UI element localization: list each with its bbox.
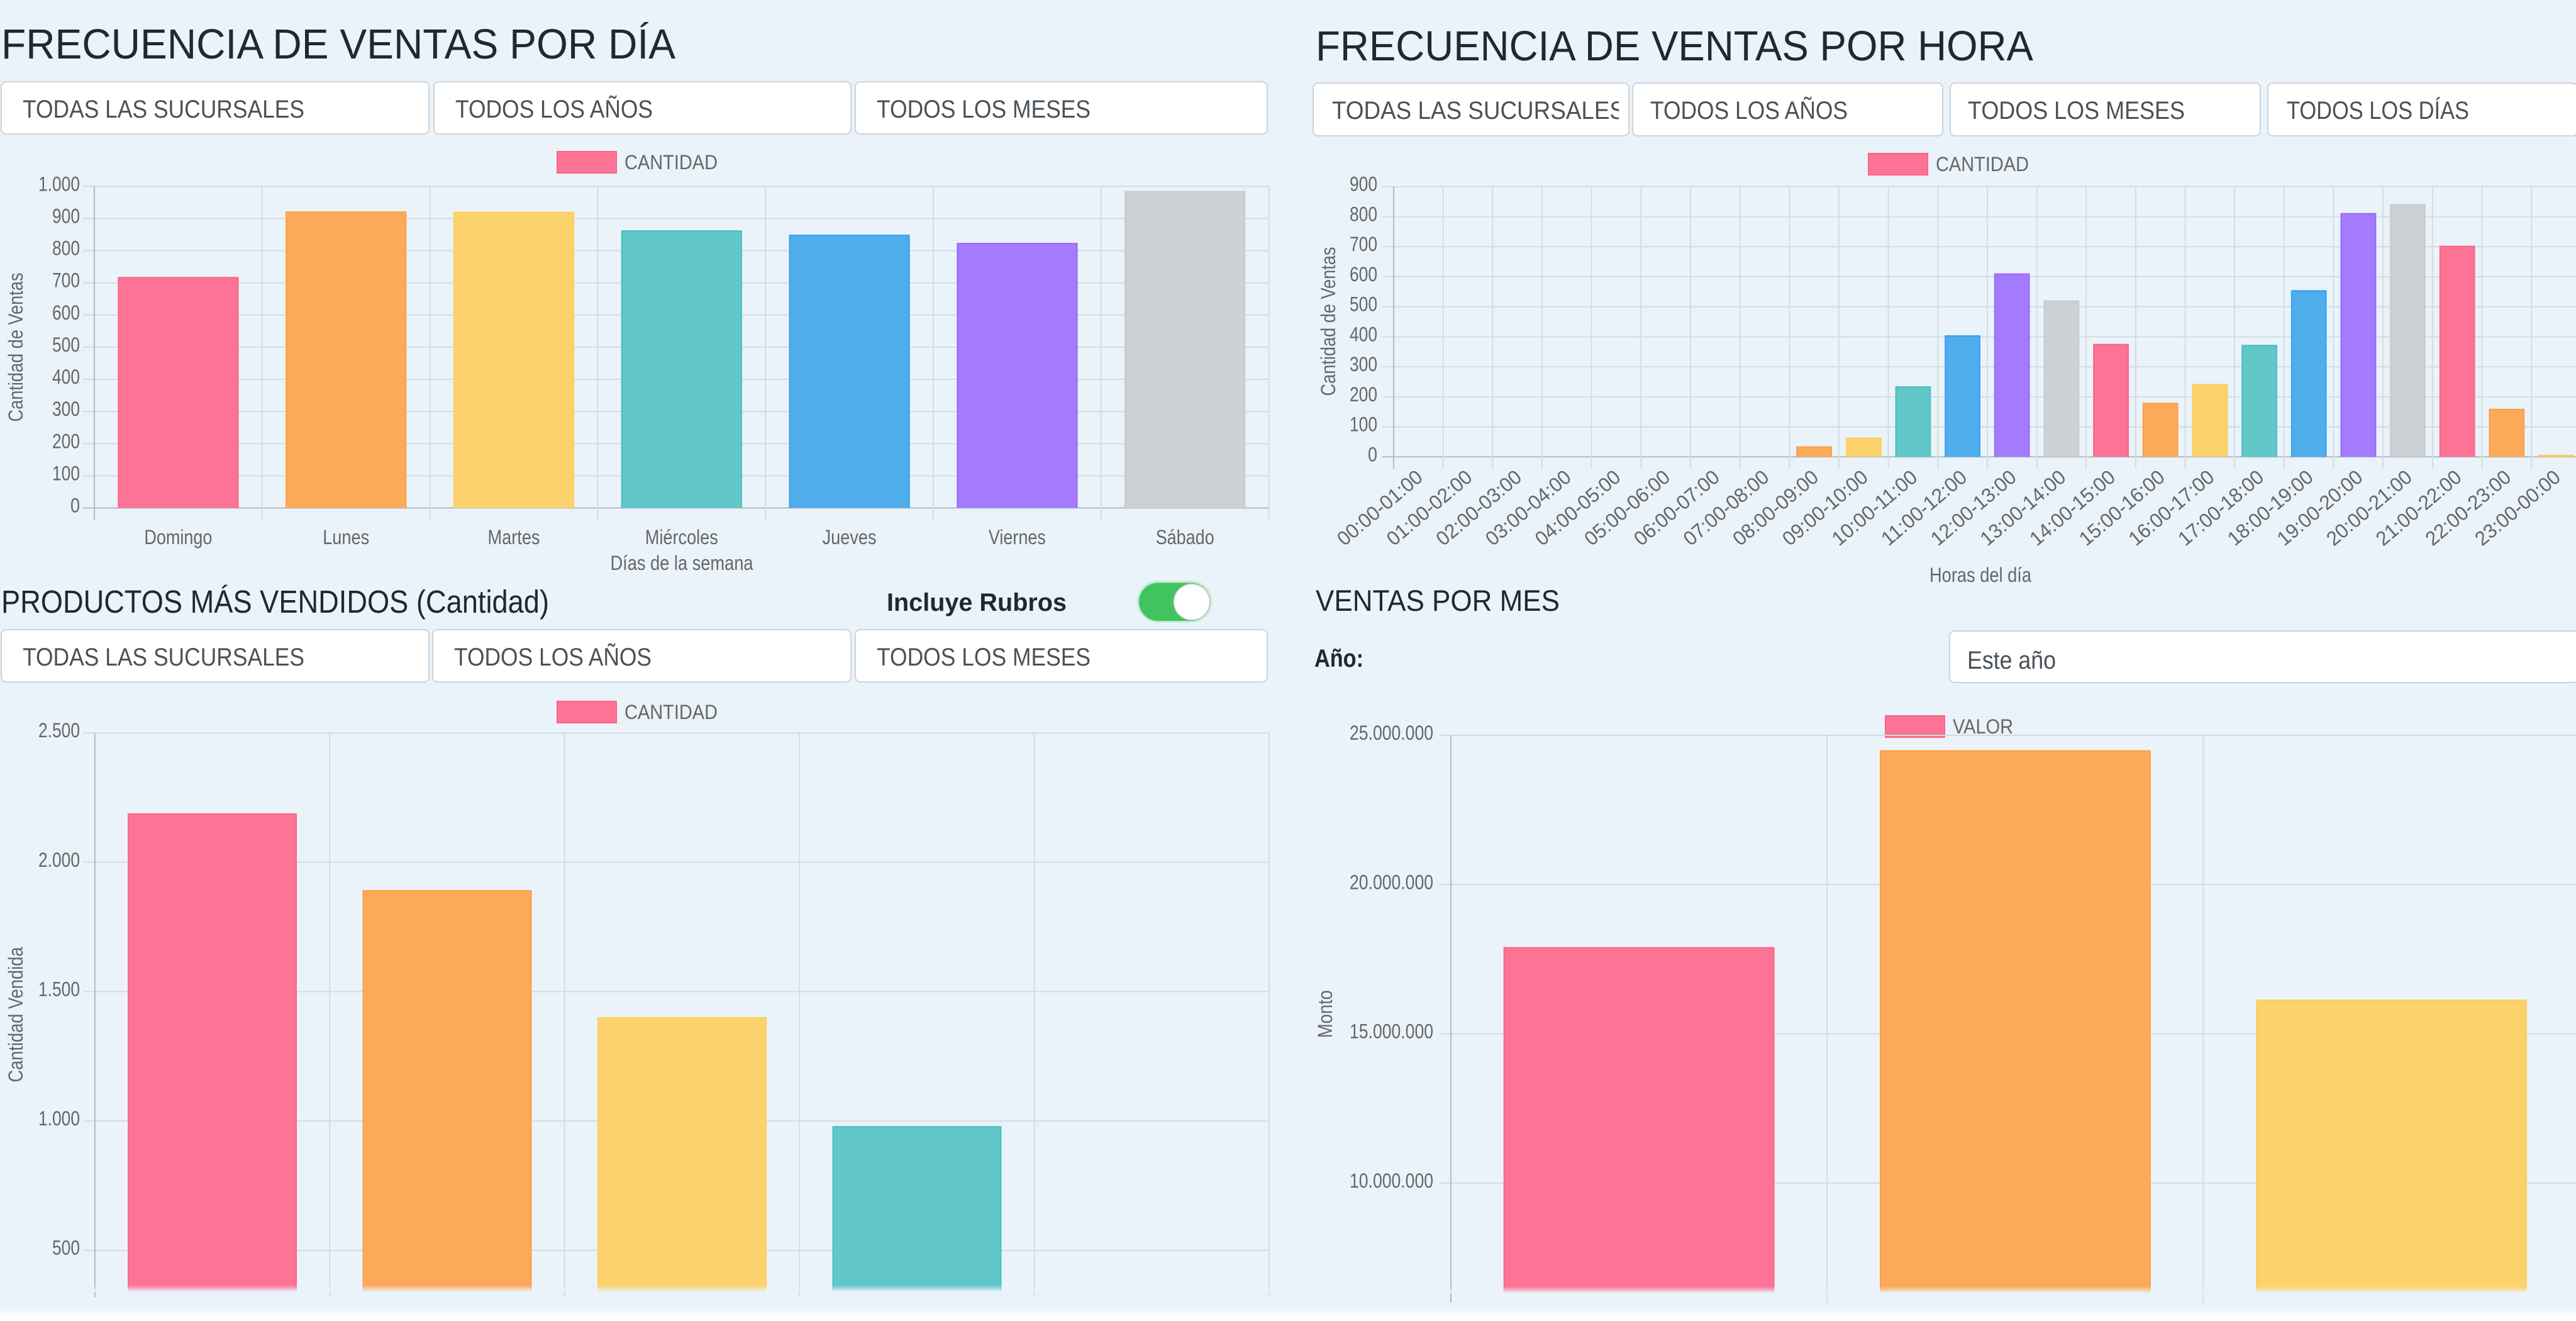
svg-text:Año:: Año: (1314, 645, 1363, 672)
svg-text:TODOS LOS DÍAS: TODOS LOS DÍAS (2287, 96, 2469, 125)
svg-text:Incluye Rubros: Incluye Rubros (887, 589, 1067, 616)
svg-text:Horas del día: Horas del día (1929, 564, 2031, 586)
svg-text:Cantidad de Ventas: Cantidad de Ventas (4, 273, 27, 422)
svg-text:Viernes: Viernes (989, 526, 1046, 549)
svg-text:Cantidad Vendida: Cantidad Vendida (4, 947, 27, 1082)
svg-text:VENTAS POR MES: VENTAS POR MES (1316, 584, 1560, 617)
svg-text:500: 500 (1350, 293, 1377, 316)
svg-text:Cantidad de Ventas: Cantidad de Ventas (1317, 247, 1340, 396)
svg-text:900: 900 (52, 204, 80, 227)
svg-text:15.000.000: 15.000.000 (1350, 1020, 1433, 1043)
svg-text:TODAS LAS SUCURSALES: TODAS LAS SUCURSALES (23, 96, 304, 123)
svg-text:500: 500 (52, 333, 80, 356)
svg-text:300: 300 (1350, 353, 1377, 376)
svg-text:TODAS LAS SUCURSALES: TODAS LAS SUCURSALES (1332, 97, 1625, 125)
svg-text:1.500: 1.500 (38, 978, 80, 1000)
svg-text:VALOR: VALOR (1953, 715, 2013, 738)
svg-text:FRECUENCIA DE VENTAS POR DÍA: FRECUENCIA DE VENTAS POR DÍA (1, 21, 675, 68)
svg-text:0: 0 (1368, 443, 1377, 465)
svg-text:Miércoles: Miércoles (645, 526, 718, 549)
svg-text:400: 400 (1350, 323, 1377, 345)
svg-text:FRECUENCIA DE VENTAS POR HORA: FRECUENCIA DE VENTAS POR HORA (1316, 23, 2033, 70)
svg-text:CANTIDAD: CANTIDAD (625, 701, 718, 723)
svg-text:TODAS LAS SUCURSALES: TODAS LAS SUCURSALES (23, 644, 304, 671)
svg-text:1.000: 1.000 (38, 172, 80, 195)
svg-text:400: 400 (52, 365, 80, 388)
svg-text:20.000.000: 20.000.000 (1350, 871, 1433, 893)
svg-text:700: 700 (52, 269, 80, 292)
svg-text:Martes: Martes (488, 526, 540, 549)
svg-text:100: 100 (1350, 413, 1377, 436)
svg-text:TODOS LOS AÑOS: TODOS LOS AÑOS (454, 643, 652, 671)
svg-text:2.500: 2.500 (38, 719, 80, 742)
svg-text:TODOS LOS MESES: TODOS LOS MESES (877, 644, 1091, 671)
svg-text:500: 500 (52, 1237, 80, 1259)
svg-text:600: 600 (1350, 263, 1377, 286)
svg-text:TODOS LOS MESES: TODOS LOS MESES (877, 96, 1091, 123)
svg-text:Domingo: Domingo (144, 526, 212, 549)
svg-text:200: 200 (52, 430, 80, 452)
svg-text:CANTIDAD: CANTIDAD (1936, 153, 2029, 176)
svg-text:600: 600 (52, 301, 80, 324)
svg-text:2.000: 2.000 (38, 849, 80, 871)
svg-text:Días de la semana: Días de la semana (611, 552, 753, 574)
svg-text:200: 200 (1350, 383, 1377, 406)
svg-text:300: 300 (52, 398, 80, 420)
svg-text:TODOS LOS AÑOS: TODOS LOS AÑOS (455, 95, 653, 123)
svg-text:Sábado: Sábado (1156, 526, 1214, 549)
svg-text:700: 700 (1350, 233, 1377, 255)
svg-text:CANTIDAD: CANTIDAD (625, 151, 718, 174)
svg-text:800: 800 (52, 237, 80, 260)
svg-text:1.000: 1.000 (38, 1107, 80, 1130)
svg-text:Jueves: Jueves (823, 526, 877, 549)
svg-text:PRODUCTOS MÁS VENDIDOS (Cantid: PRODUCTOS MÁS VENDIDOS (Cantidad) (1, 584, 549, 620)
svg-text:Lunes: Lunes (323, 526, 369, 549)
svg-text:800: 800 (1350, 203, 1377, 226)
svg-text:TODOS LOS MESES: TODOS LOS MESES (1968, 97, 2185, 125)
svg-text:25.000.000: 25.000.000 (1350, 722, 1433, 744)
svg-text:100: 100 (52, 462, 80, 484)
svg-text:900: 900 (1350, 173, 1377, 196)
svg-text:10.000.000: 10.000.000 (1350, 1169, 1433, 1192)
svg-text:Monto: Monto (1314, 990, 1336, 1038)
svg-text:TODOS LOS AÑOS: TODOS LOS AÑOS (1650, 96, 1848, 125)
svg-text:Este año: Este año (1967, 647, 2056, 674)
svg-text:0: 0 (70, 494, 80, 517)
